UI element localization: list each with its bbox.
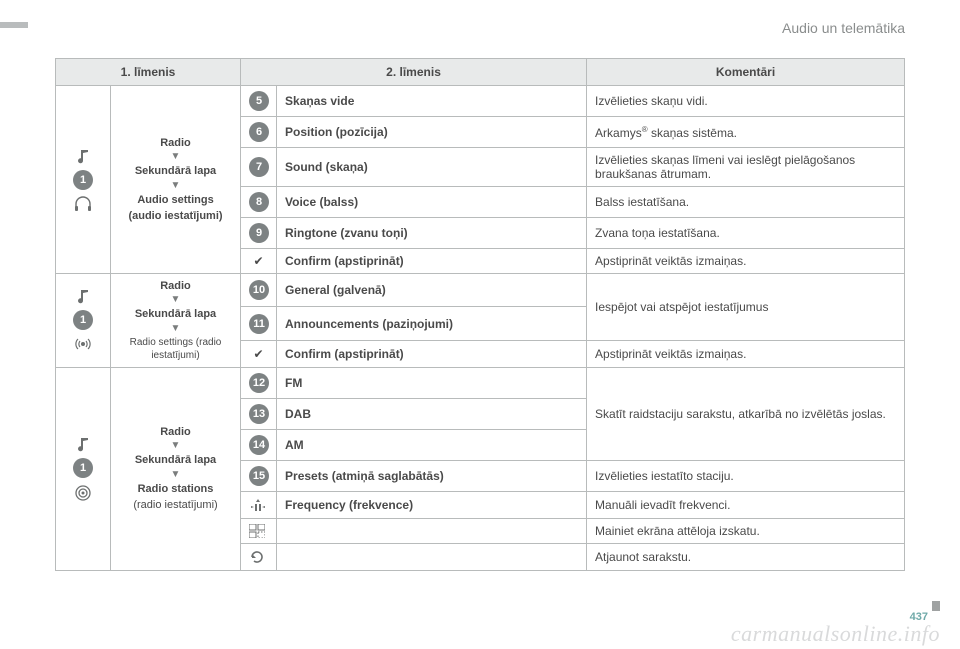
group3-nav: Radio ▼ Sekundārā lapa ▼ Radio stations … bbox=[111, 367, 241, 570]
comment-cell: Balss iestatīšana. bbox=[587, 187, 905, 218]
arrow-down-icon: ▼ bbox=[171, 470, 181, 480]
nav-radio: Radio bbox=[160, 136, 191, 150]
icon-cell bbox=[241, 518, 277, 543]
level2-label: Voice (balss) bbox=[277, 187, 587, 218]
comment-cell: Apstiprināt veiktās izmaiņas. bbox=[587, 340, 905, 367]
step-14: 14 bbox=[249, 435, 269, 455]
level2-label: Sound (skaņa) bbox=[277, 148, 587, 187]
antenna-icon bbox=[74, 336, 92, 352]
level2-label: General (galvenā) bbox=[277, 274, 587, 307]
comment-cell: Iespējot vai atspējot iestatījumus bbox=[587, 274, 905, 341]
step-6: 6 bbox=[249, 122, 269, 142]
level2-label: AM bbox=[277, 429, 587, 460]
nav-radio-settings: Radio settings (radio iestatījumi) bbox=[119, 336, 232, 362]
num-cell: 5 bbox=[241, 86, 277, 117]
step-7: 7 bbox=[249, 157, 269, 177]
level2-label: Ringtone (zvanu toņi) bbox=[277, 218, 587, 249]
section-title: Audio un telemātika bbox=[782, 20, 905, 36]
step-15: 15 bbox=[249, 466, 269, 486]
level2-label bbox=[277, 543, 587, 570]
step-9: 9 bbox=[249, 223, 269, 243]
comment-cell: Zvana toņa iestatīšana. bbox=[587, 218, 905, 249]
header-comments: Komentāri bbox=[587, 59, 905, 86]
headphones-icon bbox=[74, 196, 92, 212]
step-number-1: 1 bbox=[73, 458, 93, 478]
arrow-down-icon: ▼ bbox=[171, 295, 181, 305]
level2-label bbox=[277, 518, 587, 543]
arrow-down-icon: ▼ bbox=[171, 181, 181, 191]
hand-tap-icon bbox=[249, 497, 268, 513]
comment-cell: Arkamys® skaņas sistēma. bbox=[587, 117, 905, 148]
comment-cell: Skatīt raidstaciju sarakstu, atkarībā no… bbox=[587, 367, 905, 460]
level2-label: Frequency (frekvence) bbox=[277, 491, 587, 518]
page-edge-stripe bbox=[0, 22, 28, 28]
comment-cell: Atjaunot sarakstu. bbox=[587, 543, 905, 570]
level2-label: FM bbox=[277, 367, 587, 398]
step-10: 10 bbox=[249, 280, 269, 300]
step-8: 8 bbox=[249, 192, 269, 212]
nav-audio-settings-sub: (audio iestatījumi) bbox=[128, 209, 222, 223]
nav-secondary: Sekundārā lapa bbox=[135, 164, 216, 178]
watermark: carmanualsonline.info bbox=[731, 621, 940, 647]
step-13: 13 bbox=[249, 404, 269, 424]
level2-label: Position (pozīcija) bbox=[277, 117, 587, 148]
group2-icons: 1 bbox=[56, 274, 111, 368]
header-level2: 2. līmenis bbox=[241, 59, 587, 86]
arrow-down-icon: ▼ bbox=[171, 152, 181, 162]
header-level1: 1. līmenis bbox=[56, 59, 241, 86]
level2-label: DAB bbox=[277, 398, 587, 429]
arrow-down-icon: ▼ bbox=[171, 324, 181, 334]
music-note-icon bbox=[75, 436, 91, 452]
comment-cell: Apstiprināt veiktās izmaiņas. bbox=[587, 249, 905, 274]
layout-icon bbox=[249, 524, 268, 538]
arrow-down-icon: ▼ bbox=[171, 441, 181, 451]
icon-cell bbox=[241, 543, 277, 570]
icon-cell bbox=[241, 491, 277, 518]
nav-secondary: Sekundārā lapa bbox=[135, 453, 216, 467]
target-icon bbox=[74, 484, 92, 502]
nav-radio: Radio bbox=[160, 279, 191, 293]
step-number-1: 1 bbox=[73, 170, 93, 190]
step-11: 11 bbox=[249, 314, 269, 334]
comment-cell: Izvēlieties skaņas līmeni vai ieslēgt pi… bbox=[587, 148, 905, 187]
group3-icons: 1 bbox=[56, 367, 111, 570]
level2-label: Presets (atmiņā saglabātās) bbox=[277, 460, 587, 491]
settings-table: 1. līmenis 2. līmenis Komentāri 1 bbox=[55, 58, 905, 571]
nav-secondary: Sekundārā lapa bbox=[135, 307, 216, 321]
nav-stations: Radio stations bbox=[138, 482, 214, 496]
group1-nav: Radio ▼ Sekundārā lapa ▼ Audio settings … bbox=[111, 86, 241, 274]
nav-radio: Radio bbox=[160, 425, 191, 439]
level2-label: Confirm (apstiprināt) bbox=[277, 340, 587, 367]
level2-label: Confirm (apstiprināt) bbox=[277, 249, 587, 274]
check-cell: ✔ bbox=[241, 249, 277, 274]
level2-label: Announcements (paziņojumi) bbox=[277, 307, 587, 340]
group1-icons: 1 bbox=[56, 86, 111, 274]
comment-cell: Mainiet ekrāna attēloja izskatu. bbox=[587, 518, 905, 543]
step-5: 5 bbox=[249, 91, 269, 111]
music-note-icon bbox=[75, 148, 91, 164]
check-icon: ✔ bbox=[253, 347, 263, 361]
comment-cell: Izvēlieties iestatīto staciju. bbox=[587, 460, 905, 491]
refresh-icon bbox=[249, 549, 268, 565]
group2-nav: Radio ▼ Sekundārā lapa ▼ Radio settings … bbox=[111, 274, 241, 368]
music-note-icon bbox=[75, 288, 91, 304]
level2-label: Skaņas vide bbox=[277, 86, 587, 117]
step-12: 12 bbox=[249, 373, 269, 393]
check-icon: ✔ bbox=[253, 254, 263, 268]
page-edge-tab bbox=[932, 601, 940, 611]
nav-stations-sub: (radio iestatījumi) bbox=[133, 498, 217, 512]
comment-cell: Manuāli ievadīt frekvenci. bbox=[587, 491, 905, 518]
comment-cell: Izvēlieties skaņu vidi. bbox=[587, 86, 905, 117]
step-number-1: 1 bbox=[73, 310, 93, 330]
nav-audio-settings: Audio settings bbox=[137, 193, 213, 207]
